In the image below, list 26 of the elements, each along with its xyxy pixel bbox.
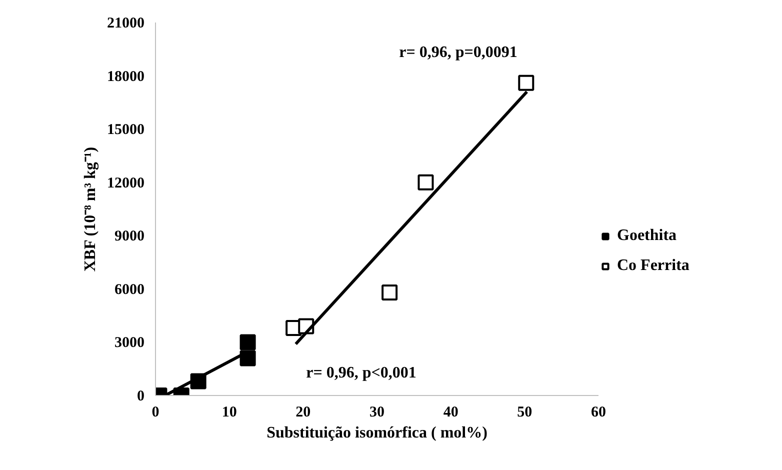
y-tick-label: 15000 [107,122,144,138]
y-axis-title: XBF (10⁻⁸ m³ kg⁻¹) [82,146,99,272]
y-tick-label: 12000 [107,175,144,192]
y-tick-label: 3000 [114,335,144,352]
y-tick-label: 18000 [107,68,144,85]
y-tick-label: 9000 [114,228,144,245]
x-tick-label: 50 [517,404,532,420]
y-tick-label: 21000 [107,16,144,32]
point [240,334,256,350]
x-tick-label: 30 [370,404,384,420]
x-tick-label: 20 [296,404,311,420]
y-tick-label: 6000 [114,282,144,298]
legend-label: Goethita [617,227,677,245]
annotation: r= 0,96, p=0,0091 [399,44,518,61]
point [382,284,398,300]
point [518,74,534,91]
x-tick-label: 60 [591,404,606,420]
y-tick-label: 0 [137,388,144,404]
x-tick-label: 10 [222,404,237,420]
x-tick-label: 0 [152,404,160,420]
x-axis-title: Substituição isomórfica ( mol%) [266,424,488,442]
x-tick-label: 40 [443,404,458,420]
annotation: r= 0,96, p<0,001 [306,364,416,382]
legend-label: Co Ferrita [617,257,690,275]
point [418,174,434,190]
point [240,350,256,366]
